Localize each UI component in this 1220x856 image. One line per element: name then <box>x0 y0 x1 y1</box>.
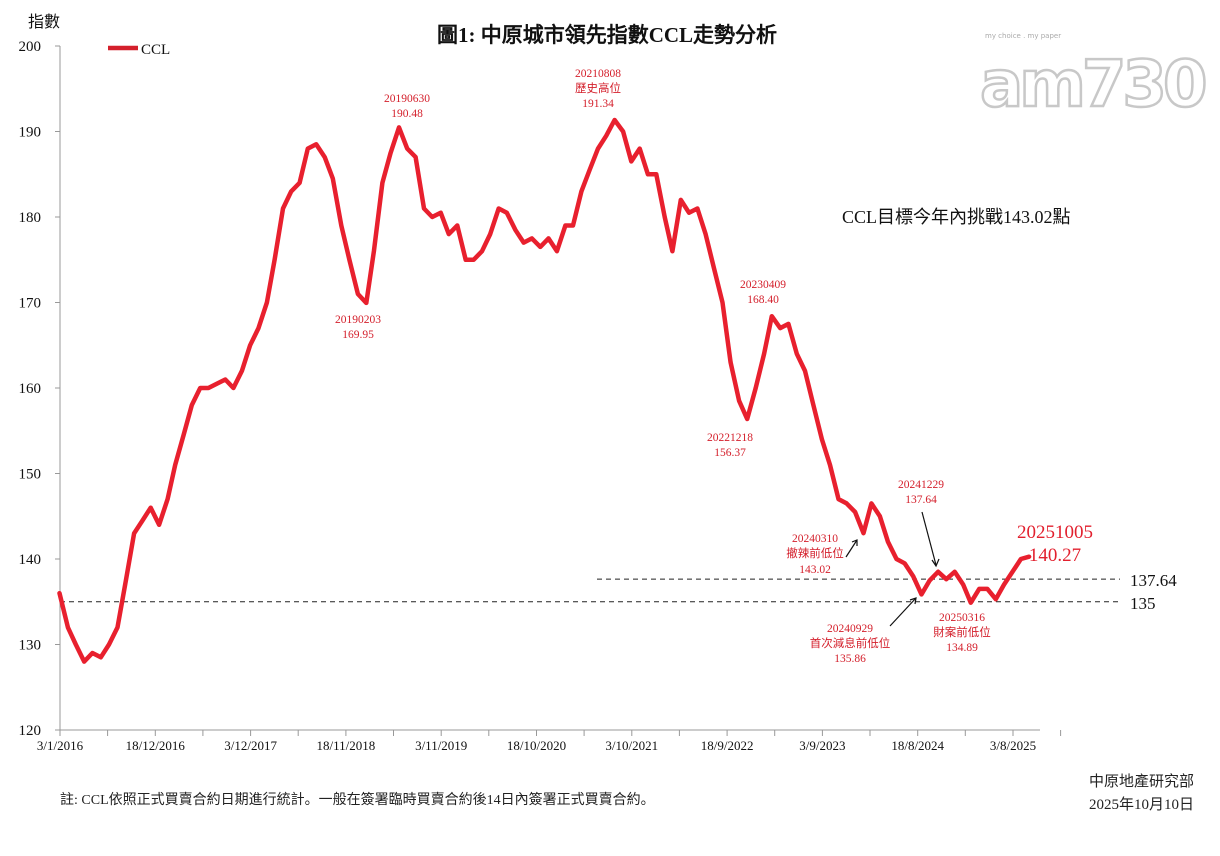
y-tick-label: 180 <box>19 210 42 226</box>
y-tick-label: 190 <box>19 125 42 141</box>
annotation-value: 190.48 <box>391 108 423 120</box>
logo-tagline: my choice . my paper <box>985 32 1061 40</box>
annotation-value: 137.64 <box>905 494 937 506</box>
y-tick-label: 160 <box>19 381 42 397</box>
y-tick-label: 140 <box>19 552 42 568</box>
y-tick-label: 150 <box>19 467 42 483</box>
x-tick-label: 3/8/2025 <box>990 738 1036 753</box>
footnote: 註: CCL依照正式買賣合約日期進行統計。一般在簽署臨時買賣合約後14日內簽署正… <box>60 791 655 808</box>
latest-date: 20251005 <box>1017 522 1093 543</box>
y-tick-label: 120 <box>19 723 42 739</box>
annotation-date: 20230409 <box>740 279 786 291</box>
annotation-date: 20250316 <box>939 612 985 624</box>
annotation-note: 撤辣前低位 <box>786 546 844 560</box>
x-tick-label: 18/9/2022 <box>701 738 754 753</box>
annotation-date: 20241229 <box>898 479 944 491</box>
x-tick-label: 18/12/2016 <box>126 738 186 753</box>
annotation-value: 191.34 <box>582 98 614 110</box>
series-line-ccl <box>57 117 1032 664</box>
x-tick-label: 18/11/2018 <box>317 738 376 753</box>
x-tick-label: 18/10/2020 <box>507 738 566 753</box>
annotation-value: 156.37 <box>714 447 746 459</box>
annotation-date: 20210808 <box>575 68 621 80</box>
source-date: 2025年10月10日 <box>1089 796 1194 813</box>
annotation-value: 169.95 <box>342 329 374 341</box>
annotation-date: 20240310 <box>792 533 838 545</box>
annotation-note: 首次減息前低位 <box>810 636 891 650</box>
annotations: 20190630 190.48 20190203 169.95 20210808… <box>335 68 1093 665</box>
annotation-date: 20190203 <box>335 314 381 326</box>
annotation-value: 135.86 <box>834 653 866 665</box>
annotation-arrow <box>889 597 917 627</box>
annotation-value: 168.40 <box>747 294 779 306</box>
latest-value: 140.27 <box>1029 545 1081 566</box>
y-tick-label: 170 <box>19 296 42 312</box>
annotation-arrow <box>845 539 858 558</box>
annotation-note: 歷史高位 <box>575 81 621 95</box>
source-org: 中原地產研究部 <box>1089 773 1194 790</box>
chart-title: 圖1: 中原城市領先指數CCL走勢分析 <box>437 23 777 47</box>
x-tick-label: 18/8/2024 <box>891 738 944 753</box>
logo-wordmark: am730 <box>980 48 1205 122</box>
arrow-head <box>931 558 940 568</box>
legend: CCL <box>108 42 170 58</box>
annotation-arrow <box>921 511 937 566</box>
target-note: CCL目標今年內挑戰143.02點 <box>842 207 1071 227</box>
reference-line-label: 135 <box>1130 594 1156 613</box>
reference-line-label: 137.64 <box>1130 571 1177 590</box>
annotation-date: 20221218 <box>707 432 753 444</box>
arrow-head <box>851 539 858 546</box>
y-tick-label: 130 <box>19 638 42 654</box>
x-tick-label: 3/10/2021 <box>605 738 658 753</box>
y-axis-label: 指數 <box>28 13 60 31</box>
x-tick-label: 3/11/2019 <box>415 738 467 753</box>
annotation-note: 財案前低位 <box>933 625 991 639</box>
legend-label-ccl: CCL <box>141 42 170 58</box>
logo: am730 my choice . my paper <box>979 32 1210 123</box>
annotation-date: 20190630 <box>384 93 430 105</box>
annotation-date: 20240929 <box>827 623 873 635</box>
x-tick-label: 3/9/2023 <box>799 738 845 753</box>
annotation-value: 143.02 <box>799 564 831 576</box>
annotation-value: 134.89 <box>946 642 978 654</box>
arrow-head <box>909 597 917 605</box>
y-tick-label: 200 <box>19 39 42 55</box>
x-tick-label: 3/1/2016 <box>37 738 84 753</box>
x-tick-label: 3/12/2017 <box>224 738 277 753</box>
